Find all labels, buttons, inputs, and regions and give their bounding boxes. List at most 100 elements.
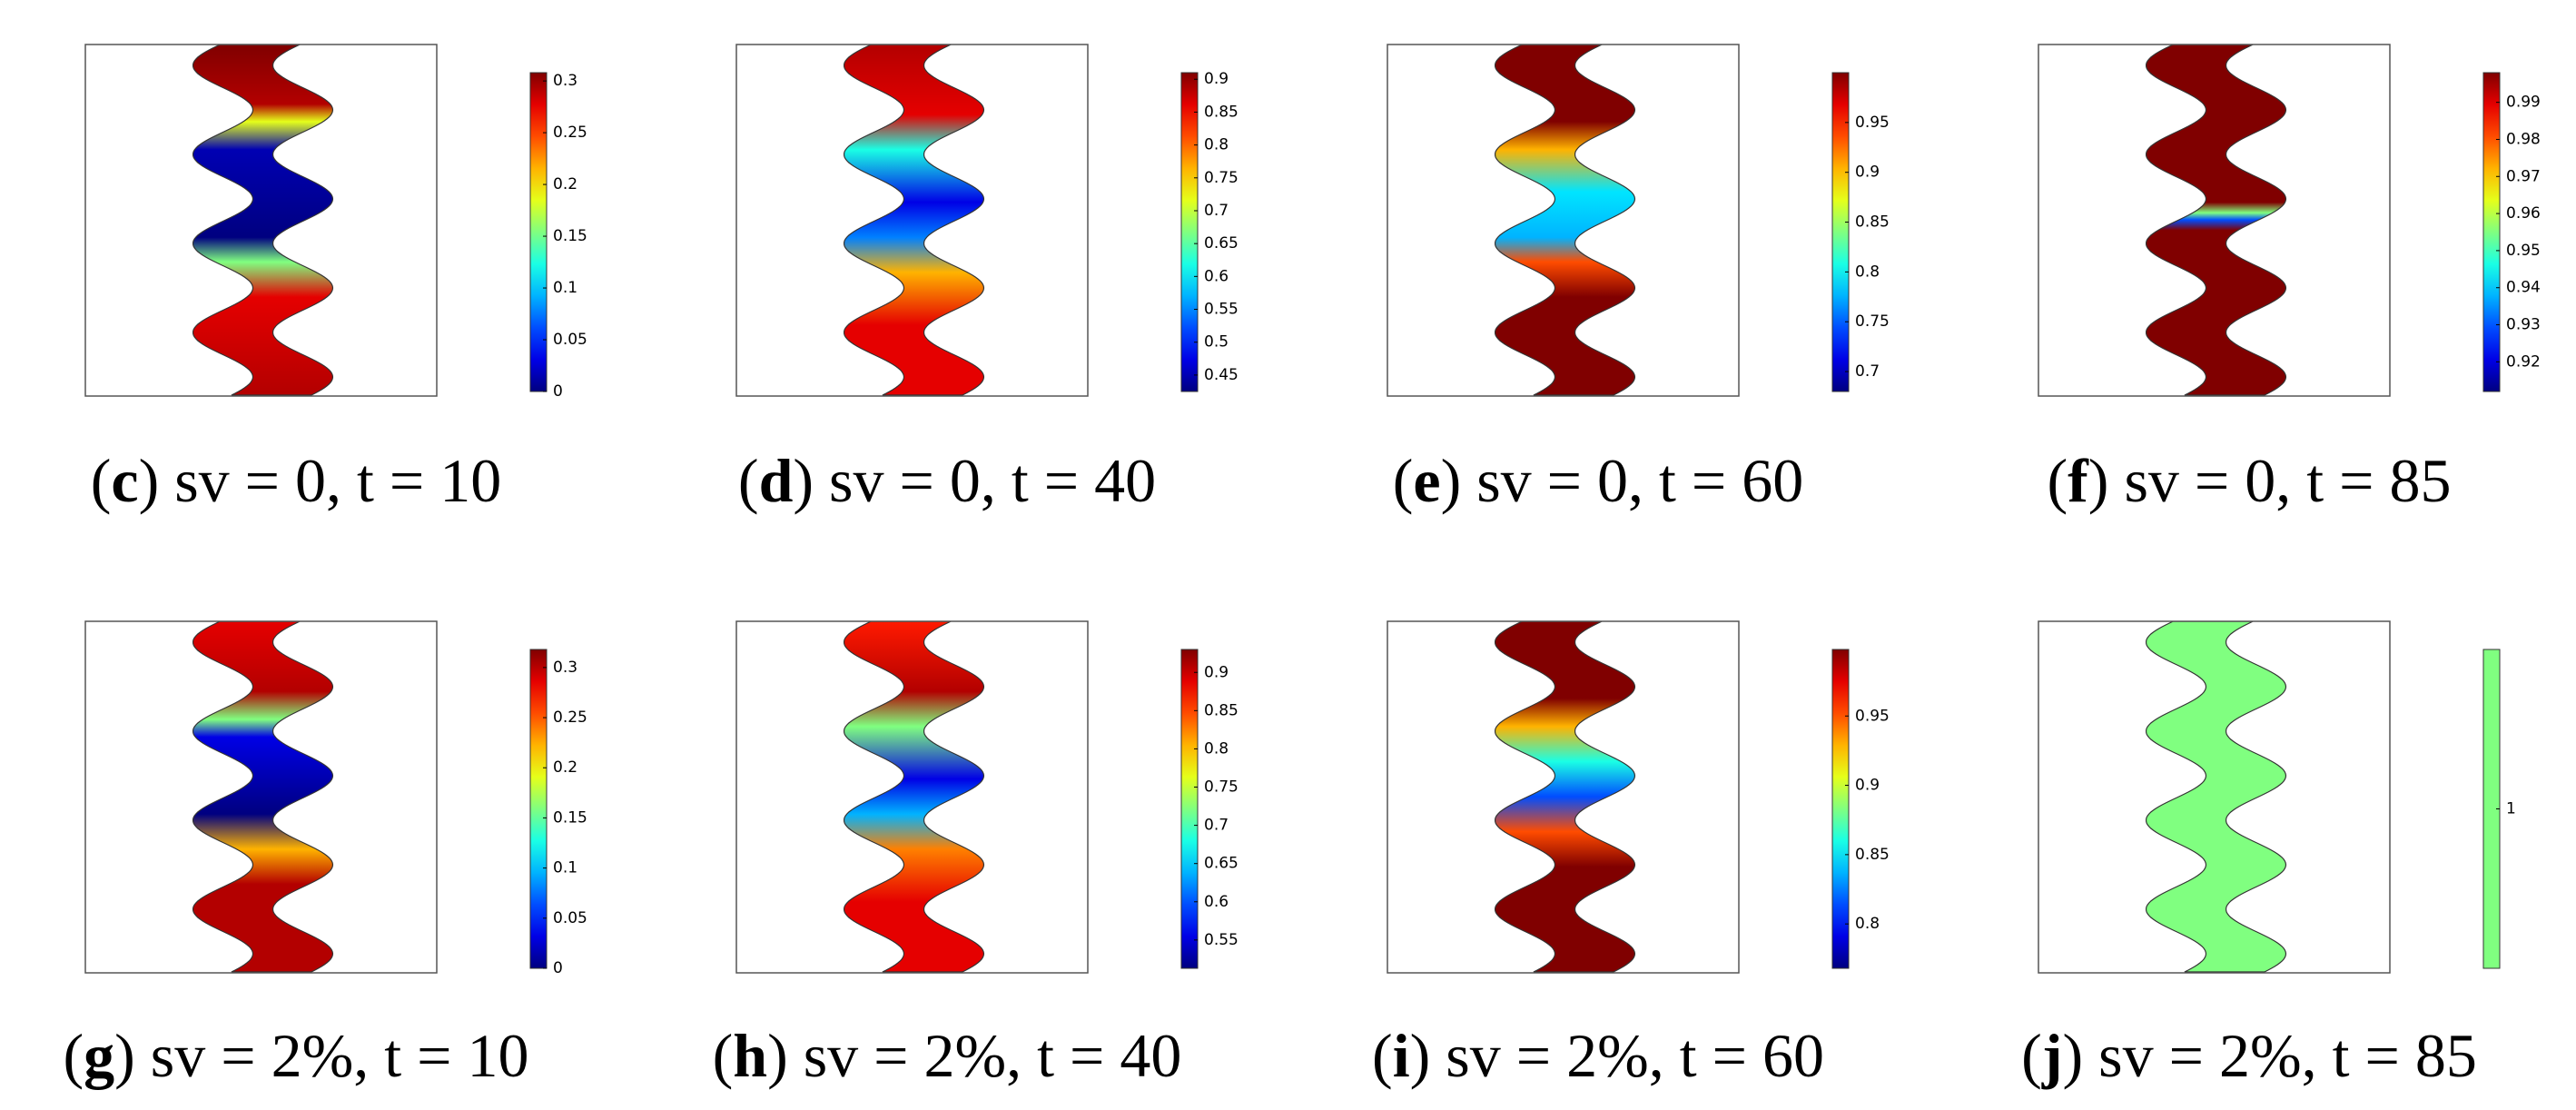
colorbar xyxy=(1831,649,1850,969)
panel: 0.55 0.6 0.65 0.7 0.75 0.8 0.85 0.9 (h) sv = 2%,… xyxy=(713,620,1239,1090)
caption-open: ( xyxy=(713,1021,734,1090)
colorbar-tick-label: 0.3 xyxy=(553,659,577,677)
caption-letter: j xyxy=(2041,1021,2063,1090)
panel: 0.8 0.85 0.9 0.95 (i) sv = 2%, t = 60 xyxy=(1372,620,1890,1090)
colorbar-tick-label: 0.75 xyxy=(1855,312,1890,331)
caption-text: ) sv = 2%, t = 40 xyxy=(767,1021,1181,1090)
panel: 0.7 0.75 0.8 0.85 0.9 0.95 (e) sv = 0, t = 60 xyxy=(1387,44,1890,515)
colorbar-tick-label: 0.96 xyxy=(2506,204,2541,223)
channel xyxy=(843,621,985,973)
colorbar-tick-label: 0.15 xyxy=(553,227,587,245)
colorbar xyxy=(2482,72,2501,392)
plot-frame xyxy=(2038,44,2391,397)
colorbar-tick-label: 0.3 xyxy=(553,72,577,90)
caption: (h) sv = 2%, t = 40 xyxy=(713,1021,1182,1090)
plot-frame xyxy=(84,44,438,397)
colorbar-tick-label: 0.65 xyxy=(1204,855,1239,873)
plot-frame xyxy=(1387,620,1740,974)
colorbar-tick-label: 0.75 xyxy=(1204,169,1239,187)
caption-open: ( xyxy=(2047,446,2068,515)
caption-text: ) sv = 0, t = 85 xyxy=(2088,446,2452,515)
caption: (g) sv = 2%, t = 10 xyxy=(64,1021,529,1090)
colorbar-tick-label: 0.1 xyxy=(553,859,577,877)
caption-open: ( xyxy=(738,446,759,515)
colorbar-tick-label: 0.6 xyxy=(1204,267,1229,285)
caption-letter: g xyxy=(84,1021,114,1090)
caption: (e) sv = 0, t = 60 xyxy=(1393,446,1804,515)
panel: 0.92 0.93 0.94 0.95 0.96 0.97 0.98 0.99 (f) sv =… xyxy=(2038,44,2541,515)
colorbar-tick-label: 0.94 xyxy=(2506,279,2541,297)
colorbar-tick-label: 0.5 xyxy=(1204,333,1229,352)
channel xyxy=(192,45,334,396)
caption-open: ( xyxy=(1372,1021,1393,1090)
colorbar-tick-label: 0.9 xyxy=(1855,777,1880,795)
colorbar-tick-label: 0.98 xyxy=(2506,130,2541,148)
colorbar xyxy=(1180,72,1199,392)
caption: (d) sv = 0, t = 40 xyxy=(738,446,1156,515)
caption: (i) sv = 2%, t = 60 xyxy=(1372,1021,1824,1090)
plot-frame xyxy=(735,44,1089,397)
colorbar-tick-label: 0.92 xyxy=(2506,352,2541,371)
panel: 0.45 0.5 0.55 0.6 0.65 0.7 0.75 0.8 0.85 0.9 (d) s… xyxy=(735,44,1239,515)
colorbar-tick-label: 0.05 xyxy=(553,909,587,927)
colorbar-tick-label: 0.93 xyxy=(2506,316,2541,334)
caption-letter: e xyxy=(1413,446,1440,515)
caption-text: ) sv = 2%, t = 60 xyxy=(1410,1021,1824,1090)
colorbar-tick-label: 0.7 xyxy=(1204,202,1229,220)
colorbar xyxy=(1180,649,1199,969)
caption-letter: c xyxy=(111,446,138,515)
panel: 0 0.05 0.1 0.15 0.2 0.25 0.3 (g) sv = 2%, t = 1… xyxy=(64,620,587,1090)
colorbar-tick-label: 0.9 xyxy=(1204,663,1229,681)
colorbar-tick-label: 1 xyxy=(2506,800,2516,818)
colorbar-tick-label: 0.7 xyxy=(1855,362,1880,381)
caption-text: ) sv = 0, t = 60 xyxy=(1441,446,1804,515)
colorbar xyxy=(529,649,548,969)
plot-frame xyxy=(735,620,1089,974)
channel xyxy=(843,45,985,396)
colorbar-tick-label: 0 xyxy=(553,959,563,977)
colorbar-tick-label: 0.99 xyxy=(2506,94,2541,112)
channel xyxy=(1494,45,1636,396)
colorbar-tick-label: 0.05 xyxy=(553,331,587,349)
channel xyxy=(2146,621,2287,973)
colorbar-tick-label: 0.95 xyxy=(1855,707,1890,725)
caption-text: ) sv = 2%, t = 10 xyxy=(114,1021,528,1090)
colorbar-tick-label: 0.65 xyxy=(1204,234,1239,253)
caption-open: ( xyxy=(91,446,112,515)
colorbar-tick-label: 0.95 xyxy=(2506,242,2541,260)
plot-frame xyxy=(2038,620,2391,974)
colorbar-tick-label: 0.6 xyxy=(1204,893,1229,911)
colorbar-tick-label: 0.8 xyxy=(1204,136,1229,154)
colorbar-tick-label: 0.9 xyxy=(1855,164,1880,182)
plot-frame xyxy=(1387,44,1740,397)
colorbar-tick-label: 0.15 xyxy=(553,808,587,827)
colorbar-tick-label: 0.85 xyxy=(1204,701,1239,719)
colorbar xyxy=(529,72,548,392)
colorbar-tick-label: 0.55 xyxy=(1204,301,1239,319)
colorbar-tick-label: 0.1 xyxy=(553,279,577,297)
plot-frame xyxy=(84,620,438,974)
caption-letter: f xyxy=(2068,446,2089,515)
colorbar-tick-label: 0.55 xyxy=(1204,931,1239,949)
colorbar-tick-label: 0.25 xyxy=(553,709,587,727)
caption-letter: h xyxy=(733,1021,767,1090)
caption-open: ( xyxy=(1393,446,1414,515)
caption-text: ) sv = 0, t = 10 xyxy=(139,446,502,515)
caption: (j) sv = 2%, t = 85 xyxy=(2021,1021,2477,1090)
panel: 0 0.05 0.1 0.15 0.2 0.25 0.3 (c) sv = 0, t = 10 xyxy=(84,44,587,515)
caption-text: ) sv = 0, t = 40 xyxy=(793,446,1156,515)
colorbar-tick-label: 0.9 xyxy=(1204,70,1229,88)
colorbar-tick-label: 0.95 xyxy=(1855,114,1890,132)
colorbar-tick-label: 0.7 xyxy=(1204,817,1229,835)
caption-text: ) sv = 2%, t = 85 xyxy=(2062,1021,2476,1090)
colorbar-tick-label: 0.8 xyxy=(1855,915,1880,933)
colorbar-tick-label: 0.2 xyxy=(553,758,577,777)
panel: 1 (j) sv = 2%, t = 85 xyxy=(2021,620,2516,1090)
caption: (f) sv = 0, t = 85 xyxy=(2047,446,2451,515)
colorbar-tick-label: 0.85 xyxy=(1204,103,1239,121)
colorbar-tick-label: 0.8 xyxy=(1855,263,1880,281)
colorbar-tick-label: 0.97 xyxy=(2506,167,2541,185)
colorbar xyxy=(1831,72,1850,392)
colorbar-tick-label: 0.25 xyxy=(553,124,587,142)
caption-open: ( xyxy=(2021,1021,2042,1090)
